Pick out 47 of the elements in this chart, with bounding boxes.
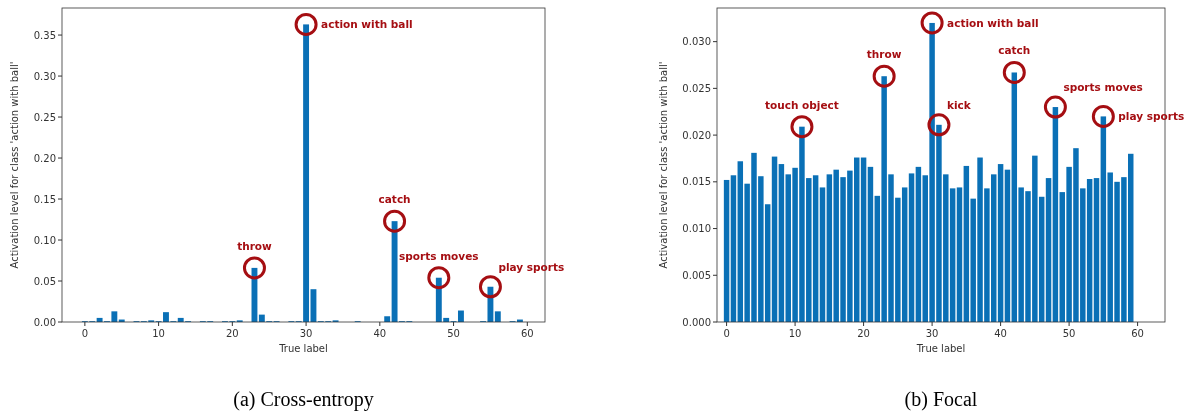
y-tick-label: 0.30 (33, 70, 56, 82)
y-tick-label: 0.010 (682, 223, 711, 235)
y-tick-label: 0.15 (33, 193, 56, 205)
x-tick-label: 20 (225, 328, 239, 339)
y-tick-label: 0.005 (682, 269, 711, 281)
x-tick-label: 60 (1131, 328, 1144, 339)
x-tick-label: 40 (373, 328, 387, 339)
annotation: action with ball (321, 18, 413, 31)
y-tick-label: 0.025 (682, 82, 711, 94)
text: (b) Focal (904, 388, 978, 411)
annotation: play sports (498, 260, 565, 273)
annotation: play sports (1118, 110, 1185, 123)
x-axis-title: True label (915, 343, 966, 354)
y-axis-title: Activation level for class 'action with ball' (658, 61, 669, 269)
annotation: catch (998, 44, 1031, 57)
annotation: sports moves (399, 249, 479, 262)
x-tick-label: 30 (299, 328, 313, 339)
annotation: throw (866, 48, 902, 61)
y-tick-label: 0.020 (682, 129, 711, 141)
x-tick-label: 30 (925, 328, 939, 339)
x-tick-label: 10 (788, 328, 802, 339)
x-tick-label: 10 (152, 328, 165, 339)
annotation: sports moves (1063, 81, 1143, 94)
annotation: catch (378, 193, 411, 206)
annotation: action with ball (947, 16, 1039, 29)
y-tick-label: 0.015 (682, 176, 711, 188)
x-tick-label: 50 (1062, 328, 1076, 339)
y-tick-label: 0.35 (33, 29, 56, 41)
x-tick-label: 0 (81, 328, 89, 339)
annotation: touch object (765, 98, 839, 111)
y-tick-label: 0.05 (33, 275, 56, 287)
x-tick-label: 20 (857, 328, 870, 339)
x-tick-label: 60 (520, 328, 534, 339)
x-axis-title: True label (278, 343, 328, 354)
x-tick-label: 0 (723, 328, 730, 339)
annotation: kick (946, 98, 972, 111)
y-tick-label: 0.20 (33, 152, 56, 164)
x-tick-label: 50 (447, 328, 460, 339)
y-tick-label: 0.030 (682, 36, 711, 48)
text: (a) Cross-entropy (233, 388, 374, 411)
y-tick-label: 0.25 (33, 111, 56, 123)
x-tick-label: 40 (994, 328, 1007, 339)
y-tick-label: 0.10 (33, 234, 56, 246)
annotation: throw (237, 239, 273, 252)
y-axis-title: Activation level for class 'action with ball' (9, 61, 20, 269)
y-tick-label: 0.00 (33, 316, 56, 328)
y-tick-label: 0.000 (682, 316, 711, 328)
